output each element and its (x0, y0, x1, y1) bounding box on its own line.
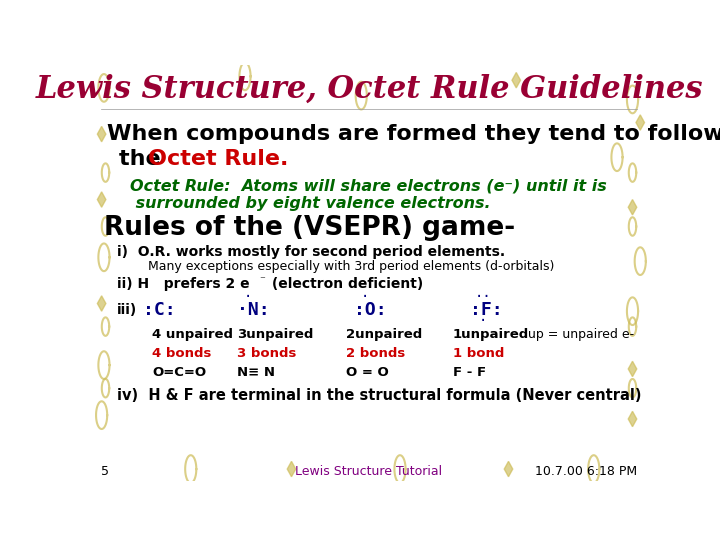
Text: 4 unpaired: 4 unpaired (152, 328, 233, 341)
Text: :F:: :F: (469, 301, 503, 319)
Text: F - F: F - F (453, 366, 486, 379)
Text: 1 bond: 1 bond (453, 347, 504, 360)
Text: the: the (120, 148, 168, 168)
Polygon shape (504, 461, 513, 477)
Text: ·: · (361, 289, 369, 303)
Text: O = O: O = O (346, 366, 389, 379)
Polygon shape (636, 115, 644, 130)
Text: ⁻: ⁻ (260, 275, 266, 286)
Polygon shape (629, 411, 636, 427)
Text: O=C=O: O=C=O (152, 366, 206, 379)
Text: When compounds are formed they tend to follow: When compounds are formed they tend to f… (107, 124, 720, 144)
Text: ·N:: ·N: (238, 301, 270, 319)
Text: Octet Rule.: Octet Rule. (148, 148, 289, 168)
Text: iii): iii) (117, 302, 138, 316)
Text: i)  O.R. works mostly for second period elements.: i) O.R. works mostly for second period e… (117, 245, 505, 259)
Text: Lewis Structure, Octet Rule Guidelines: Lewis Structure, Octet Rule Guidelines (35, 74, 703, 105)
Text: Lewis Structure Tutorial: Lewis Structure Tutorial (295, 465, 443, 478)
Text: ii) H   prefers 2 e: ii) H prefers 2 e (117, 277, 250, 291)
Polygon shape (287, 461, 296, 477)
Text: 3 bonds: 3 bonds (238, 347, 297, 360)
Polygon shape (97, 192, 106, 207)
Text: Many exceptions especially with 3rd period elements (d-orbitals): Many exceptions especially with 3rd peri… (148, 260, 554, 273)
Polygon shape (629, 200, 636, 215)
Text: 10.7.00 6:18 PM: 10.7.00 6:18 PM (535, 465, 637, 478)
Text: up = unpaired e-: up = unpaired e- (528, 328, 634, 341)
Polygon shape (629, 361, 636, 377)
Text: 2 bonds: 2 bonds (346, 347, 405, 360)
Text: N≡ N: N≡ N (238, 366, 275, 379)
Polygon shape (97, 126, 106, 142)
Text: ·: · (479, 314, 487, 328)
Text: 5: 5 (101, 465, 109, 478)
Text: :C:: :C: (143, 301, 176, 319)
Text: 3unpaired: 3unpaired (238, 328, 314, 341)
Text: ·: · (243, 289, 252, 303)
Text: surrounded by eight valence electrons.: surrounded by eight valence electrons. (130, 196, 491, 211)
Text: iv)  H & F are terminal in the structural formula (Never central): iv) H & F are terminal in the structural… (117, 388, 642, 403)
Text: 2unpaired: 2unpaired (346, 328, 422, 341)
Text: :O:: :O: (354, 301, 386, 319)
Text: ··: ·· (475, 289, 492, 303)
Polygon shape (97, 296, 106, 311)
Text: Rules of the (VSEPR) game-: Rules of the (VSEPR) game- (104, 215, 515, 241)
Text: 4 bonds: 4 bonds (152, 347, 212, 360)
Text: (electron deficient): (electron deficient) (266, 277, 423, 291)
Polygon shape (512, 72, 521, 88)
Text: Octet Rule:  Atoms will share electrons (e⁻) until it is: Octet Rule: Atoms will share electrons (… (130, 179, 607, 194)
Text: 1unpaired: 1unpaired (453, 328, 529, 341)
